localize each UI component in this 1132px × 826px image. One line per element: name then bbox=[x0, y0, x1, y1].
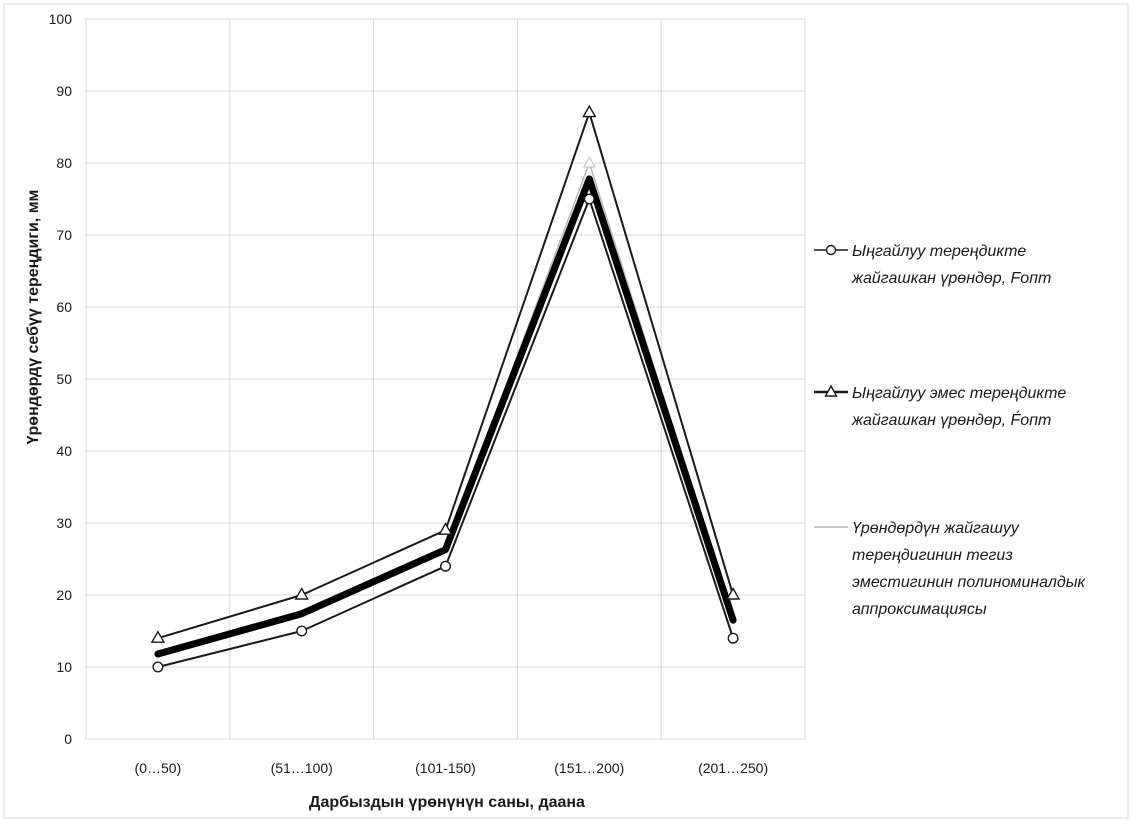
point-optimal-4 bbox=[727, 632, 739, 644]
point-nonoptimal-3 bbox=[582, 104, 597, 118]
y-tick-label-1: 10 bbox=[56, 659, 72, 675]
point-nonoptimal-0 bbox=[150, 630, 166, 643]
point-nonoptimal-1 bbox=[294, 587, 309, 600]
y-axis-ticks: 0 10 20 30 40 50 60 70 80 90 100 bbox=[49, 11, 73, 747]
point-optimal-2 bbox=[440, 560, 452, 572]
x-tick-label-3: (151…200) bbox=[554, 760, 624, 776]
legend-label-optimal: Ыңгайлуу тереңдикте жайгашкан үрөндөр, F… bbox=[852, 243, 1052, 287]
legend-swatch-circle bbox=[814, 244, 848, 256]
y-tick-label-7: 70 bbox=[56, 227, 72, 243]
y-axis-title: Үрөндөрдү себүү тереңдиги, мм bbox=[25, 190, 42, 445]
legend-item-approximation: Үрөндөрдүн жайгашуу тереңдигинин тегиз э… bbox=[812, 517, 1112, 623]
y-tick-label-5: 50 bbox=[56, 371, 72, 387]
point-nonoptimal-2 bbox=[438, 522, 453, 535]
y-tick-label-6: 60 bbox=[56, 299, 72, 315]
y-tick-label-8: 80 bbox=[56, 155, 72, 171]
grid bbox=[85, 18, 806, 740]
x-axis-ticks: (0…50) (51…100) (101-150) (151…200) (201…250… bbox=[135, 760, 769, 776]
chart-border bbox=[3, 3, 1129, 819]
point-optimal-1 bbox=[296, 625, 308, 637]
x-tick-label-1: (51…100) bbox=[271, 760, 333, 776]
y-tick-label-10: 100 bbox=[49, 11, 73, 27]
x-tick-label-0: (0…50) bbox=[135, 760, 182, 776]
series-markers bbox=[150, 104, 741, 673]
point-approximation-3 bbox=[582, 155, 596, 168]
y-tick-label-4: 40 bbox=[56, 443, 72, 459]
legend-swatch-line bbox=[814, 526, 848, 528]
y-tick-label-3: 30 bbox=[56, 515, 72, 531]
legend-swatch-triangle bbox=[814, 384, 848, 397]
legend-item-nonoptimal: Ыңгайлуу эмес тереңдикте жайгашкан үрөнд… bbox=[812, 382, 1112, 434]
legend-label-approximation: Үрөндөрдүн жайгашуу тереңдигинин тегиз э… bbox=[852, 520, 1086, 618]
point-optimal-0 bbox=[152, 661, 164, 673]
y-tick-label-9: 90 bbox=[56, 83, 72, 99]
x-tick-label-4: (201…250) bbox=[698, 760, 768, 776]
y-tick-label-0: 0 bbox=[64, 731, 72, 747]
trend-line bbox=[154, 175, 737, 658]
x-axis-title: Дарбыздын үрөнүнүн саны, даана bbox=[309, 794, 585, 811]
point-optimal-3 bbox=[583, 193, 595, 205]
legend-item-optimal: Ыңгайлуу тереңдикте жайгашкан үрөндөр, F… bbox=[812, 240, 1112, 292]
x-tick-label-2: (101-150) bbox=[415, 760, 476, 776]
y-tick-label-2: 20 bbox=[56, 587, 72, 603]
point-nonoptimal-4 bbox=[725, 587, 741, 600]
legend-label-nonoptimal: Ыңгайлуу эмес тереңдикте жайгашкан үрөнд… bbox=[852, 385, 1067, 429]
